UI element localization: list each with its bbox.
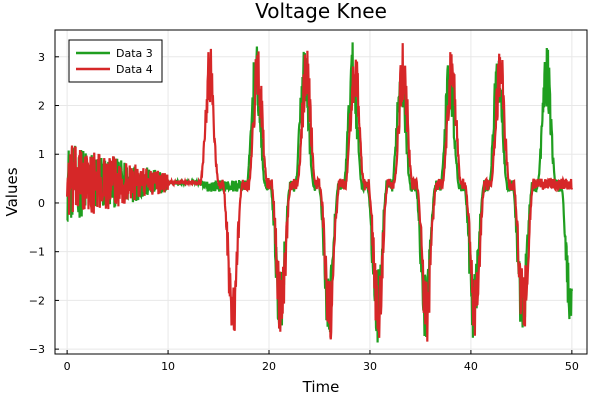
series-layer [66, 42, 573, 343]
y-axis-label: Values [3, 167, 21, 216]
ticks: 0 10 20 30 40 50 −3 −2 −1 0 1 2 3 [29, 51, 579, 373]
legend: Data 3 Data 4 [68, 39, 163, 83]
y-tick-label: 1 [38, 148, 45, 161]
legend-label-data-4: Data 4 [116, 63, 153, 76]
y-tick-label: 3 [38, 51, 45, 64]
y-tick-label: −2 [29, 294, 45, 307]
legend-label-data-3: Data 3 [116, 47, 153, 60]
x-tick-label: 20 [262, 360, 276, 373]
chart-title: Voltage Knee [255, 0, 387, 23]
series-line-data-4 [66, 43, 573, 342]
x-tick-label: 40 [464, 360, 478, 373]
y-tick-label: −1 [29, 246, 45, 259]
y-tick-label: −3 [29, 343, 45, 356]
x-tick-label: 30 [363, 360, 377, 373]
y-tick-label: 0 [38, 197, 45, 210]
plot-frame [54, 29, 588, 355]
x-tick-label: 50 [565, 360, 579, 373]
x-axis-label: Time [302, 378, 340, 396]
legend-box [68, 39, 163, 83]
y-tick-label: 2 [38, 100, 45, 113]
x-tick-label: 0 [64, 360, 71, 373]
x-tick-label: 10 [161, 360, 175, 373]
